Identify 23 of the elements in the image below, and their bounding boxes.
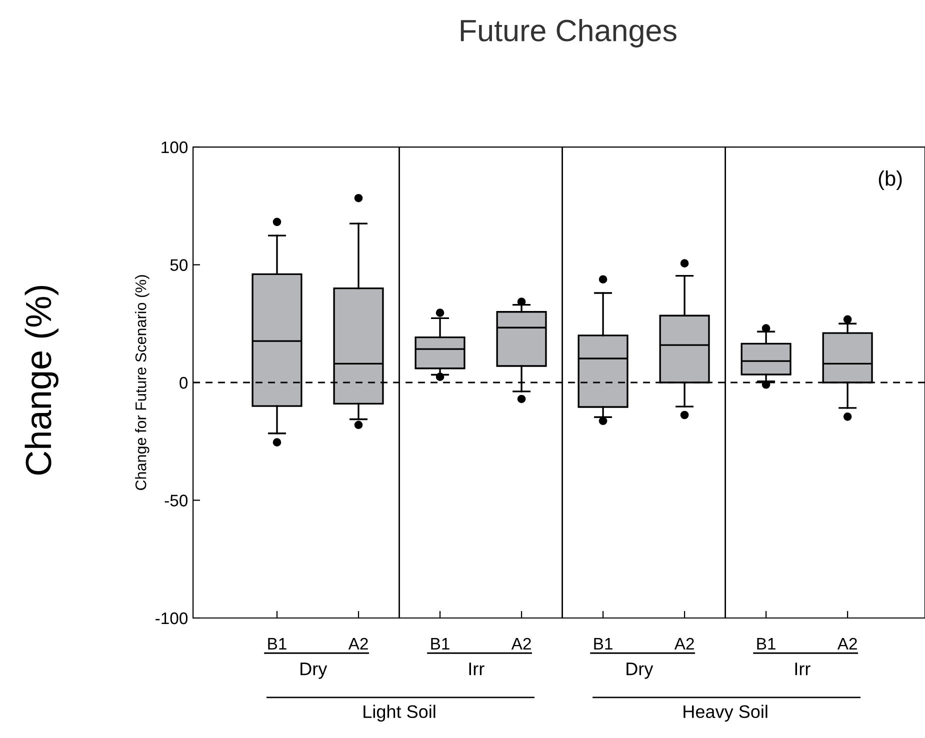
x-tick-label: A2: [837, 638, 857, 650]
y-tick-label: 50: [170, 259, 188, 271]
x-tick-label: A2: [348, 638, 368, 650]
x-tick-label: B1: [268, 638, 286, 650]
text: Irr: [469, 662, 484, 676]
text: Change (%): [24, 286, 58, 475]
text: Dry: [300, 662, 328, 679]
x-tick-label: A2: [674, 638, 694, 650]
chart-title: Future Changes: [460, 18, 676, 48]
text: Heavy Soil: [684, 704, 768, 722]
y-tick-label: 100: [162, 141, 188, 154]
y-tick-label: -50: [164, 494, 188, 506]
y-tick-label: -100: [156, 612, 188, 624]
x-tick-label: A2: [511, 638, 531, 650]
x-tick-label: B1: [431, 638, 450, 650]
y-axis-title: Change for Future Scenario (%): [135, 275, 150, 490]
y-tick-label: 0: [180, 376, 188, 389]
x-tick-label: B1: [757, 638, 776, 650]
x-tick-label: B1: [594, 638, 612, 650]
text: Dry: [626, 662, 654, 679]
text: Irr: [795, 662, 810, 676]
annotation: (b): [878, 170, 902, 190]
text: Light Soil: [364, 704, 436, 722]
